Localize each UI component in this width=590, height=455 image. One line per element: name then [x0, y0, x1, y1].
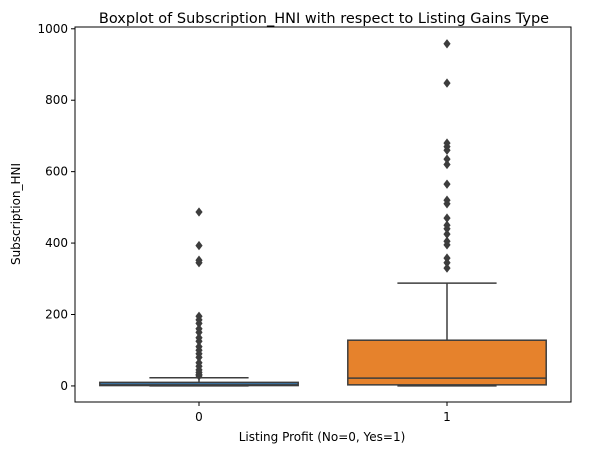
y-tick-label: 600 — [45, 165, 68, 179]
outlier-point — [195, 358, 203, 368]
plot-area — [99, 39, 547, 387]
box-group-0 — [99, 207, 299, 387]
x-tick-label: 1 — [443, 410, 451, 424]
x-tick-label: 0 — [195, 410, 203, 424]
y-tick-label: 400 — [45, 236, 68, 250]
outlier-point — [195, 240, 203, 251]
outlier-point — [195, 341, 203, 352]
outlier-point — [195, 207, 203, 217]
y-tick-label: 1000 — [37, 22, 68, 36]
y-tick-label: 0 — [60, 379, 68, 393]
outlier-point — [443, 138, 451, 148]
outlier-point — [443, 39, 451, 49]
y-tick-label: 800 — [45, 93, 68, 107]
y-tick-label: 200 — [45, 308, 68, 322]
plot-frame — [74, 26, 572, 403]
box-group-1 — [347, 39, 547, 387]
outlier-point — [195, 324, 203, 334]
outlier-point — [443, 179, 451, 189]
outlier-point — [443, 253, 451, 263]
y-axis-label: Subscription_HNI — [9, 163, 23, 265]
outlier-point — [195, 311, 203, 321]
outlier-point — [443, 159, 451, 170]
outlier-point — [443, 154, 451, 164]
outlier-point — [443, 220, 451, 230]
chart-title: Boxplot of Subscription_HNI with respect… — [99, 11, 549, 27]
outlier-point — [195, 333, 203, 343]
x-axis-label: Listing Profit (No=0, Yes=1) — [239, 430, 406, 444]
outlier-point — [443, 213, 451, 223]
outlier-point — [443, 236, 451, 246]
outlier-point — [443, 263, 451, 273]
outlier-point — [443, 78, 451, 88]
outlier-point — [195, 255, 203, 265]
outlier-point — [443, 229, 451, 239]
outlier-point — [443, 195, 451, 205]
y-axis: 0 200 400 600 800 1000 — [37, 22, 75, 393]
